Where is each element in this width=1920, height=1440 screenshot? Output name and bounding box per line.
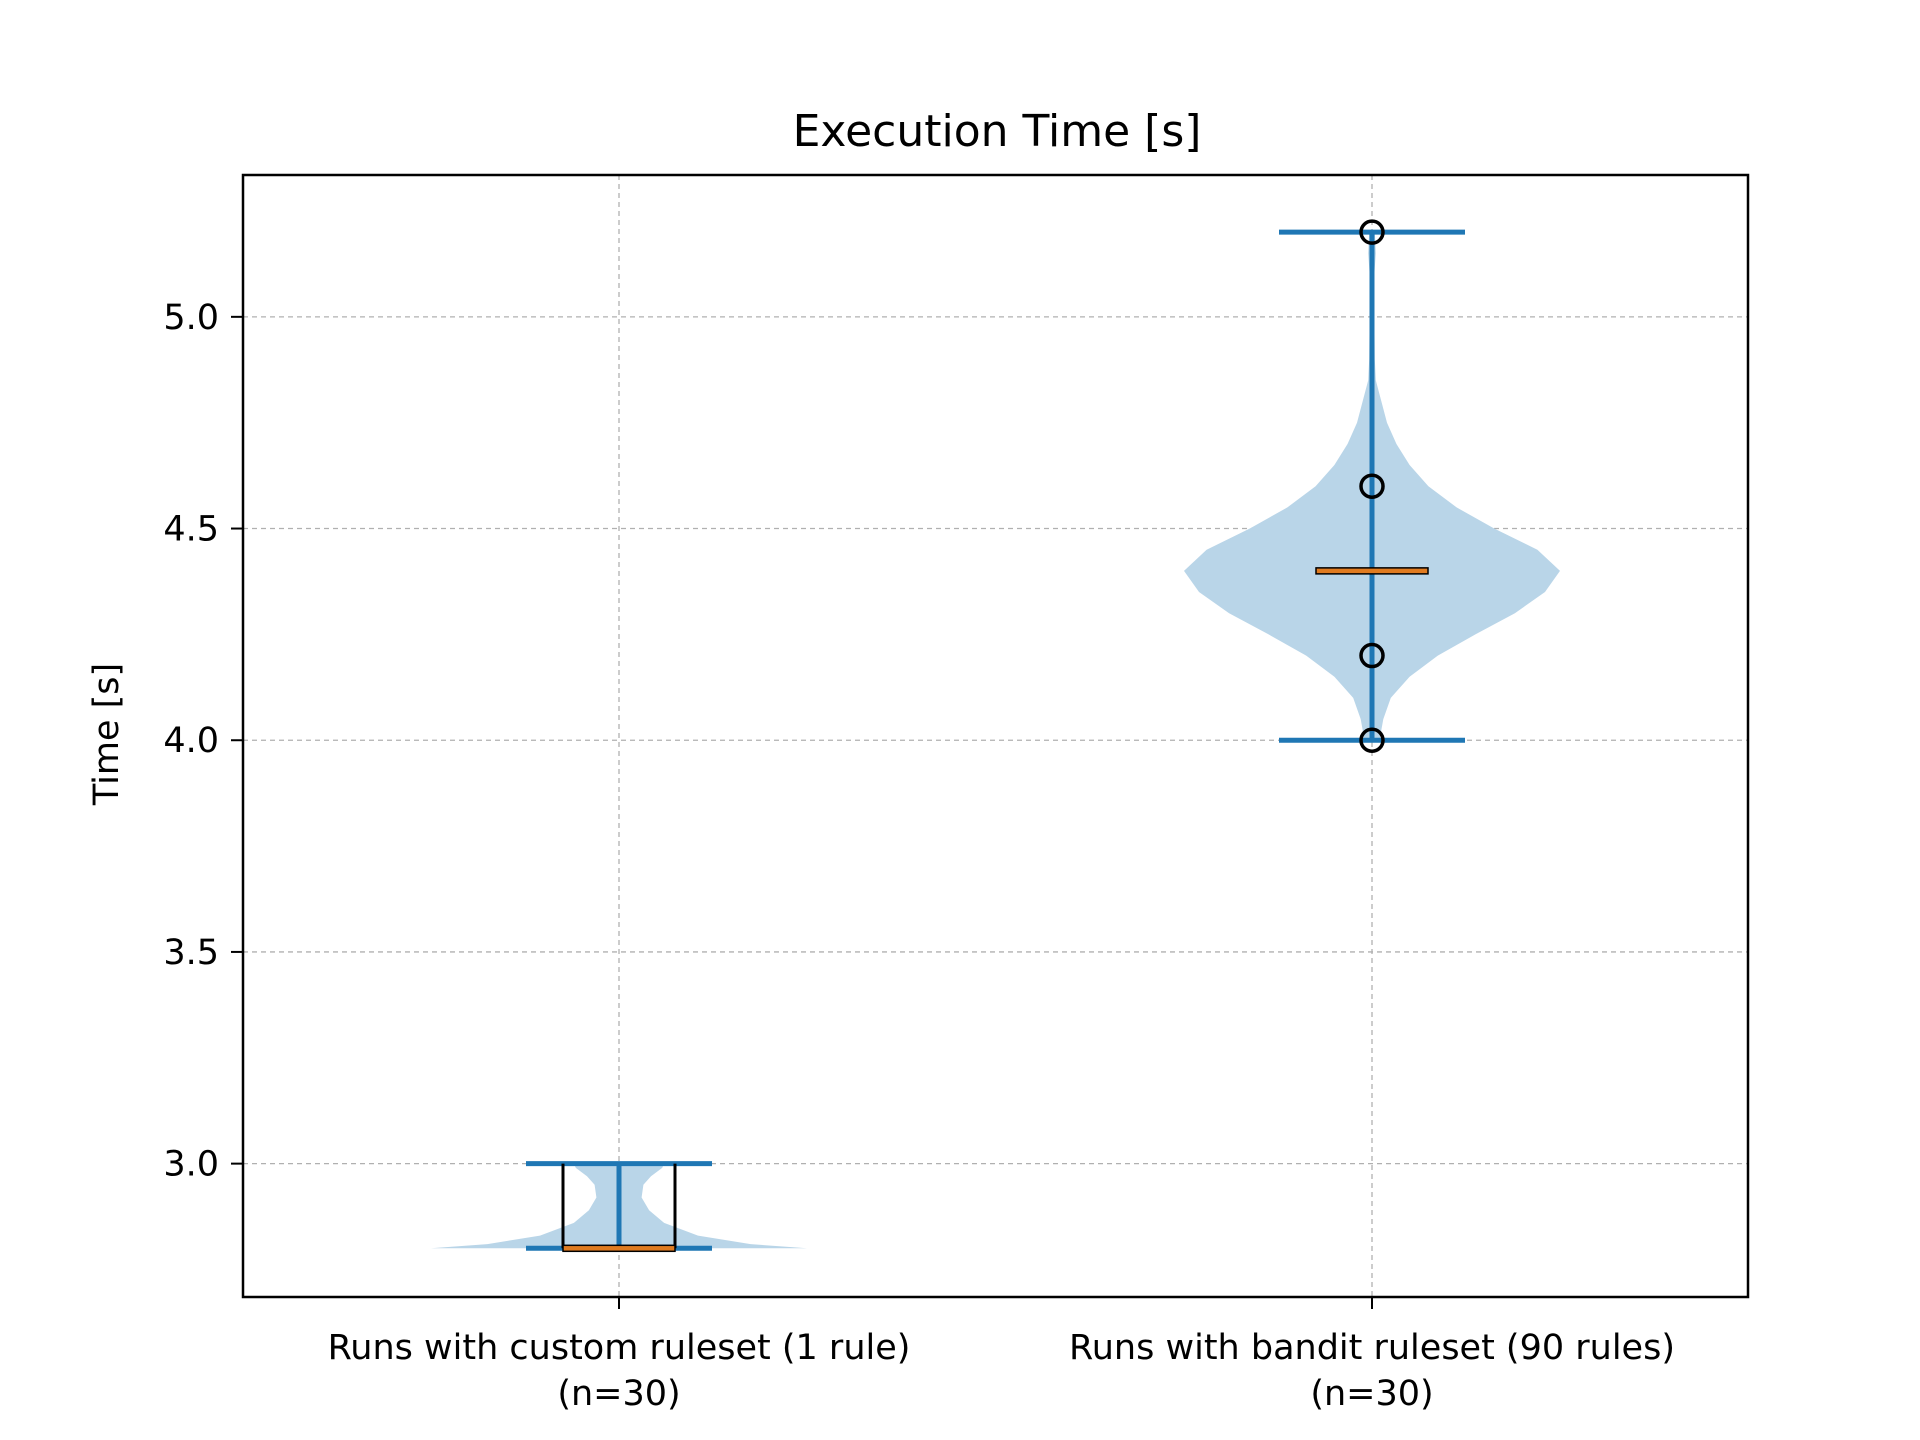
- grid-lines: [243, 175, 1748, 1297]
- y-tick-label: 5.0: [163, 298, 219, 338]
- outlier-point: [1359, 219, 1385, 245]
- violin-stats: [526, 219, 1465, 1253]
- x-tick-label: Runs with custom ruleset (1 rule) (n=30): [328, 1328, 911, 1414]
- y-tick-label: 3.5: [163, 933, 219, 973]
- y-axis-label: Time [s]: [87, 663, 127, 806]
- chart-title: Execution Time [s]: [793, 106, 1202, 157]
- median-marker: [562, 1244, 676, 1253]
- x-tick-label: Runs with bandit ruleset (90 rules) (n=30…: [1069, 1328, 1675, 1414]
- y-tick-label: 4.5: [163, 510, 219, 550]
- y-tick-label: 3.0: [163, 1145, 219, 1185]
- outlier-point: [1359, 642, 1385, 669]
- outlier-point: [1359, 473, 1385, 499]
- plot-frame: [241, 173, 1750, 1299]
- axes: 3.0 3.5 4.0 4.5 5.0 Runs with custom ruleset …: [163, 298, 1675, 1414]
- outlier-point: [1359, 727, 1385, 753]
- median-marker: [1315, 567, 1429, 575]
- y-tick-label: 4.0: [163, 721, 219, 761]
